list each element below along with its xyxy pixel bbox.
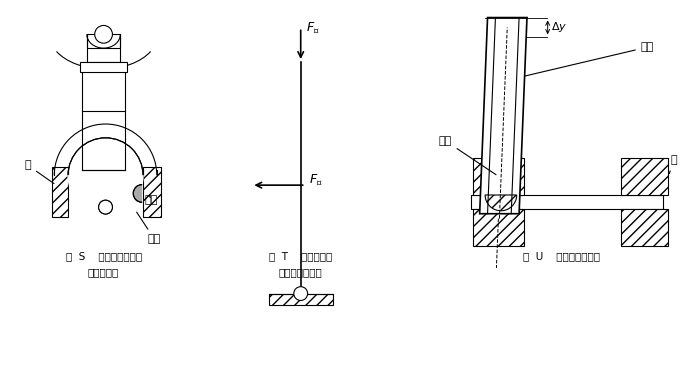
Wedge shape [133, 184, 142, 202]
Text: 连杆: 连杆 [525, 42, 654, 76]
Bar [143, 167, 161, 217]
Circle shape [99, 200, 113, 214]
Bar [80, 62, 127, 72]
Bar [471, 195, 663, 209]
Text: 连接示意图: 连接示意图 [88, 267, 119, 277]
Text: 图  U    支架倾斜示意图: 图 U 支架倾斜示意图 [524, 251, 601, 261]
Text: $F_{纵}$: $F_{纵}$ [306, 20, 319, 35]
Text: 图  S    前、后方向立柱: 图 S 前、后方向立柱 [66, 251, 141, 261]
Wedge shape [485, 195, 517, 211]
Bar [87, 34, 120, 48]
Bar [473, 209, 524, 246]
Bar [621, 209, 668, 246]
Bar [269, 294, 332, 305]
Text: 立柱受力示意图: 立柱受力示意图 [279, 267, 323, 277]
Text: 销: 销 [25, 160, 54, 184]
Bar [621, 158, 668, 195]
Text: 销: 销 [669, 156, 677, 173]
Circle shape [99, 200, 113, 214]
Polygon shape [68, 175, 143, 213]
Text: $\Delta y$: $\Delta y$ [551, 20, 567, 34]
Circle shape [94, 25, 113, 43]
Bar [52, 167, 68, 217]
Text: 图  T    前、后方向: 图 T 前、后方向 [269, 251, 332, 261]
Text: 异物: 异物 [145, 195, 158, 205]
Text: $F_{横}$: $F_{横}$ [309, 172, 322, 187]
Bar [82, 62, 125, 170]
Text: 底座: 底座 [136, 212, 161, 244]
Text: 底座: 底座 [439, 136, 496, 175]
Circle shape [294, 287, 307, 300]
Polygon shape [480, 18, 527, 214]
Bar [473, 158, 524, 195]
